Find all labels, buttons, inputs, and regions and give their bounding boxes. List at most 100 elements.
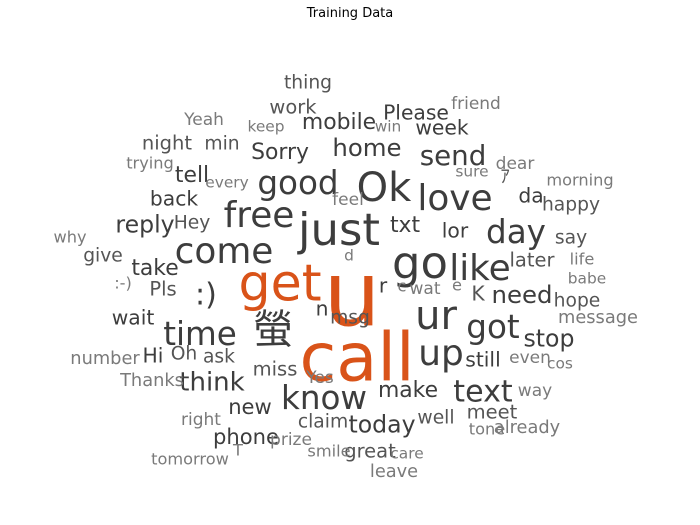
word: call	[299, 319, 414, 397]
word: lor	[442, 219, 469, 243]
word: think	[179, 368, 244, 398]
word: T	[232, 441, 243, 460]
word: Oh	[171, 344, 198, 365]
word: Yeah	[183, 110, 224, 130]
word: r	[379, 274, 388, 298]
word: even	[509, 348, 551, 368]
word: make	[378, 378, 438, 403]
chart-title: Training Data	[306, 6, 393, 21]
word: number	[70, 348, 140, 369]
word: way	[518, 381, 552, 401]
word: feel	[332, 190, 364, 210]
word: Ok	[357, 165, 412, 211]
word: life	[570, 250, 595, 269]
word: text	[453, 375, 513, 410]
word: n	[316, 297, 329, 321]
word: meet	[467, 401, 518, 424]
word: Hey	[174, 213, 211, 234]
word: morning	[546, 171, 613, 190]
word: send	[420, 139, 487, 172]
word: miss	[253, 358, 298, 381]
word: night	[142, 132, 193, 155]
word: love	[417, 178, 492, 219]
word: mobile	[302, 110, 376, 135]
word: still	[465, 348, 500, 372]
word: give	[83, 246, 123, 267]
word: thing	[284, 73, 332, 94]
word: work	[269, 96, 317, 119]
word: message	[558, 307, 638, 328]
word: cos	[547, 355, 573, 373]
word: phone	[213, 424, 279, 449]
word: stop	[524, 325, 575, 353]
word: new	[228, 394, 272, 419]
word: Thanks	[119, 370, 184, 391]
word: 螢	[253, 307, 293, 353]
word: care	[390, 445, 423, 463]
word: dear	[496, 154, 535, 174]
word: wait	[112, 306, 155, 330]
word: u	[323, 242, 380, 347]
word: Pls	[149, 278, 176, 301]
word: Hi	[143, 344, 164, 368]
word: take	[131, 256, 178, 281]
word: come	[175, 231, 274, 272]
word: why	[53, 228, 86, 247]
word: c	[398, 277, 407, 296]
word: d	[344, 247, 354, 265]
word: well	[417, 408, 454, 429]
word: tell	[175, 163, 209, 188]
word: up	[418, 333, 464, 374]
word: trying	[126, 154, 174, 173]
word: min	[204, 134, 239, 155]
word: got	[466, 308, 519, 346]
word: every	[205, 174, 248, 192]
word: home	[332, 133, 401, 162]
word: wat	[410, 279, 441, 299]
word: reply	[115, 211, 174, 239]
word: ur	[415, 293, 457, 339]
word: go	[392, 236, 448, 289]
word: day	[486, 213, 546, 251]
word: keep	[247, 118, 284, 136]
word: leave	[370, 461, 418, 482]
word: later	[509, 249, 555, 272]
word: like	[449, 248, 511, 289]
word: K	[471, 282, 485, 306]
word: :)	[195, 278, 217, 313]
word: free	[224, 195, 295, 236]
word: ｱ	[500, 167, 509, 188]
word: tone	[469, 420, 506, 439]
word: Sorry	[251, 140, 309, 165]
word: txt	[390, 213, 421, 238]
word: good	[257, 164, 338, 202]
word: week	[415, 116, 469, 140]
word: happy	[542, 195, 600, 216]
word: time	[163, 315, 237, 353]
word: smile	[307, 442, 350, 461]
word: already	[494, 417, 560, 438]
word: need	[492, 280, 553, 309]
word: back	[150, 187, 198, 211]
word: babe	[568, 270, 606, 288]
word: claim	[298, 412, 348, 433]
word: get	[238, 254, 321, 313]
word: win	[375, 118, 402, 136]
word: da	[518, 184, 543, 208]
word: e	[452, 276, 462, 295]
word: sure	[455, 163, 488, 181]
word: msg	[330, 308, 370, 329]
word: ask	[203, 347, 235, 368]
word: friend	[451, 94, 501, 114]
word: right	[181, 410, 221, 430]
word: today	[348, 411, 415, 439]
word: Please	[383, 101, 449, 125]
word: tomorrow	[151, 450, 229, 469]
word: just	[297, 203, 380, 256]
word: Yes	[305, 368, 334, 388]
word: :-)	[114, 274, 132, 293]
word: prize	[270, 430, 312, 450]
word: say	[555, 228, 587, 249]
